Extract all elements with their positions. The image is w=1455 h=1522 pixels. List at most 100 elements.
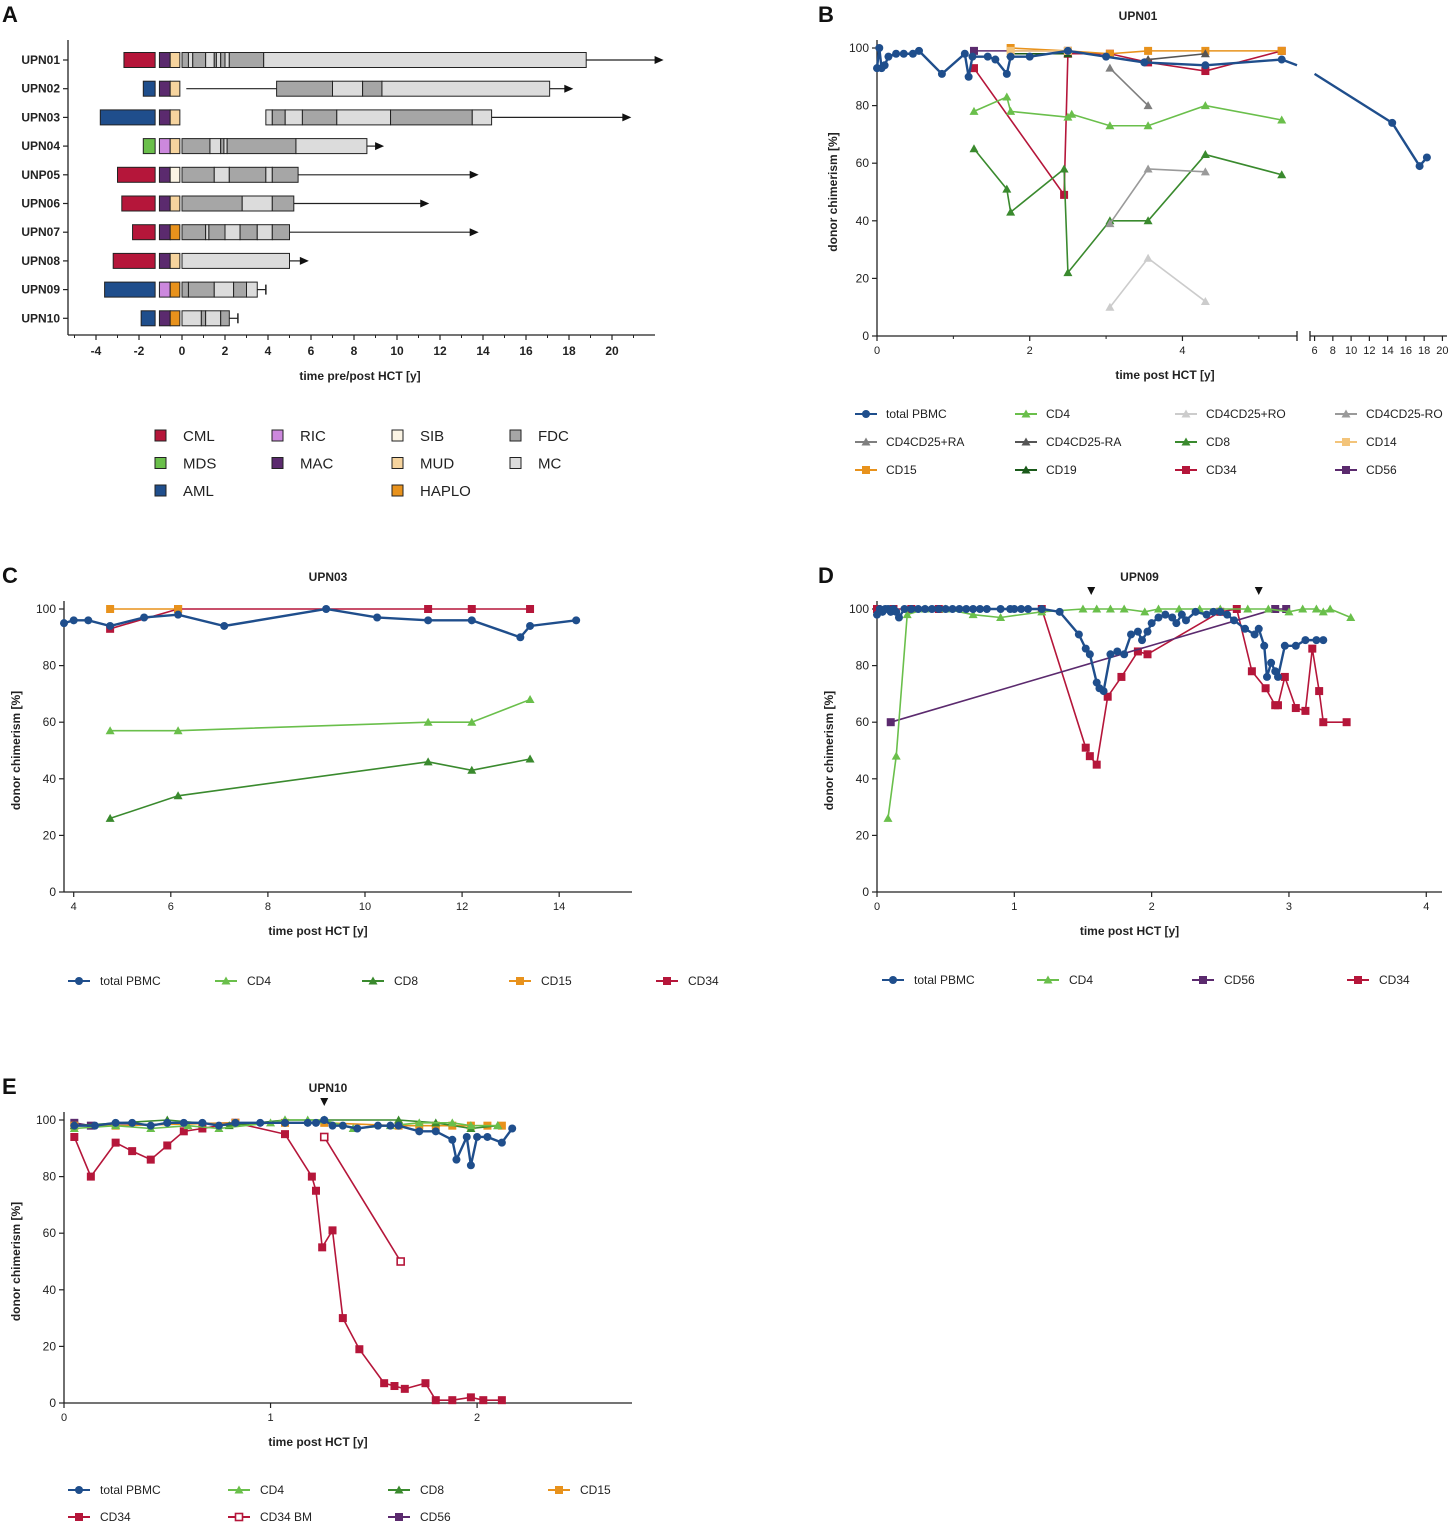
data-point [1127,630,1136,639]
data-point [969,605,978,613]
legend: total PBMC CD4 CD8 CD15 CD34 CD34 BM CD56 [68,1483,611,1522]
chimerism-segment-FDC [271,195,295,212]
data-point [380,1379,389,1388]
patient-row: UNP05 [21,166,479,183]
chimerism-segment-MC [381,80,551,97]
data-point [1081,644,1090,653]
legend-label: CD56 [1224,973,1255,987]
data-point [198,1124,207,1133]
data-point [1063,46,1072,55]
data-point [880,61,889,70]
data-point [1092,760,1101,769]
data-point [1105,302,1115,311]
series-line [63,607,577,639]
legend-label: CD34 [1206,463,1237,477]
legend-marker [394,1485,404,1494]
donor-box [169,52,181,68]
x-tick-label: 14 [1382,345,1394,357]
data-point [526,605,535,613]
series-line [1109,168,1206,225]
data-point [448,1396,457,1405]
data-point [1143,253,1153,262]
legend-label: CD4 [1069,973,1093,987]
data-point [447,1118,457,1127]
legend-marker [1342,438,1350,446]
patient-label: UPN02 [21,82,60,96]
y-tick-label: 80 [43,659,57,673]
data-point [1263,604,1273,613]
arrow-head [622,113,632,122]
x-tick-label: 20 [1436,345,1448,357]
chimerism-segment-FDC [271,224,290,241]
donor-box [169,138,181,155]
data-point [1006,52,1015,61]
legend-swatch [509,457,522,469]
data-point [146,1121,155,1130]
data-point [386,1121,395,1130]
data-point [1119,604,1129,613]
series-line [973,148,1282,275]
data-point [467,605,476,613]
data-point [353,1124,362,1133]
series-line [973,95,1282,127]
arrow-head [299,256,309,265]
patient-row: UPN01 [21,52,664,68]
x-tick-label: 1 [1011,901,1017,913]
chimerism-segment-MC [332,80,364,97]
data-point [968,52,977,61]
series-CD34-BM [319,1132,405,1266]
data-point [1315,687,1324,696]
data-point [423,757,433,766]
data-point [1060,190,1069,199]
data-point [400,1384,409,1393]
chimerism-segment-MC [209,138,222,155]
data-point [128,1147,137,1156]
legend: total PBMC CD4 CD8 CD15 CD34 [68,974,719,988]
y-tick-label: 60 [856,156,870,170]
series-line [877,608,1347,767]
chimerism-segment-FDC [233,281,248,298]
chimerism-segment-FDC [228,52,265,68]
legend: total PBMC CD4 CD56 CD34 [882,973,1410,987]
y-axis-label: donor chimerism [%] [9,691,23,810]
x-tick-label: 2 [1149,901,1155,913]
chimerism-segment-FDC [271,166,299,183]
chimerism-segment-FDC [187,281,215,298]
legend-label: CD4CD25+RA [886,435,964,449]
patient-label: UPN01 [21,53,60,67]
legend-label: FDC [538,428,569,445]
data-point [1140,58,1149,67]
legend-marker [1342,466,1350,474]
patient-label: UNP05 [21,168,60,182]
legend-marker [862,466,870,474]
data-point [483,1132,492,1141]
chimerism-segment-MC [471,109,493,126]
conditioning-box [158,252,171,269]
x-tick-label: 6 [308,344,315,358]
conditioning-box [158,195,171,212]
data-point [915,46,923,55]
data-point [934,605,943,613]
data-point [396,1257,405,1266]
x-axis-label: time pre/post HCT [y] [299,369,420,383]
data-point [1200,49,1210,58]
data-point [1006,207,1016,216]
legend-label: CD4 [260,1483,284,1497]
legend-marker [368,976,378,985]
data-point [525,754,535,763]
legend-label: CD15 [580,1483,611,1497]
legend-label: CD14 [1366,435,1397,449]
disease-bar [117,166,156,183]
chimerism-segment-MC [181,252,290,269]
series-line [109,608,531,630]
data-point [467,765,477,774]
data-point [1147,619,1156,628]
x-axis-label: time post HCT [y] [268,1435,367,1449]
data-point [1312,636,1321,645]
conditioning-box [158,281,171,298]
data-point [1308,644,1317,653]
series-line [1109,257,1206,308]
patient-row: UPN04 [21,138,385,155]
data-point [1243,604,1253,613]
y-tick-label: 80 [856,99,870,113]
